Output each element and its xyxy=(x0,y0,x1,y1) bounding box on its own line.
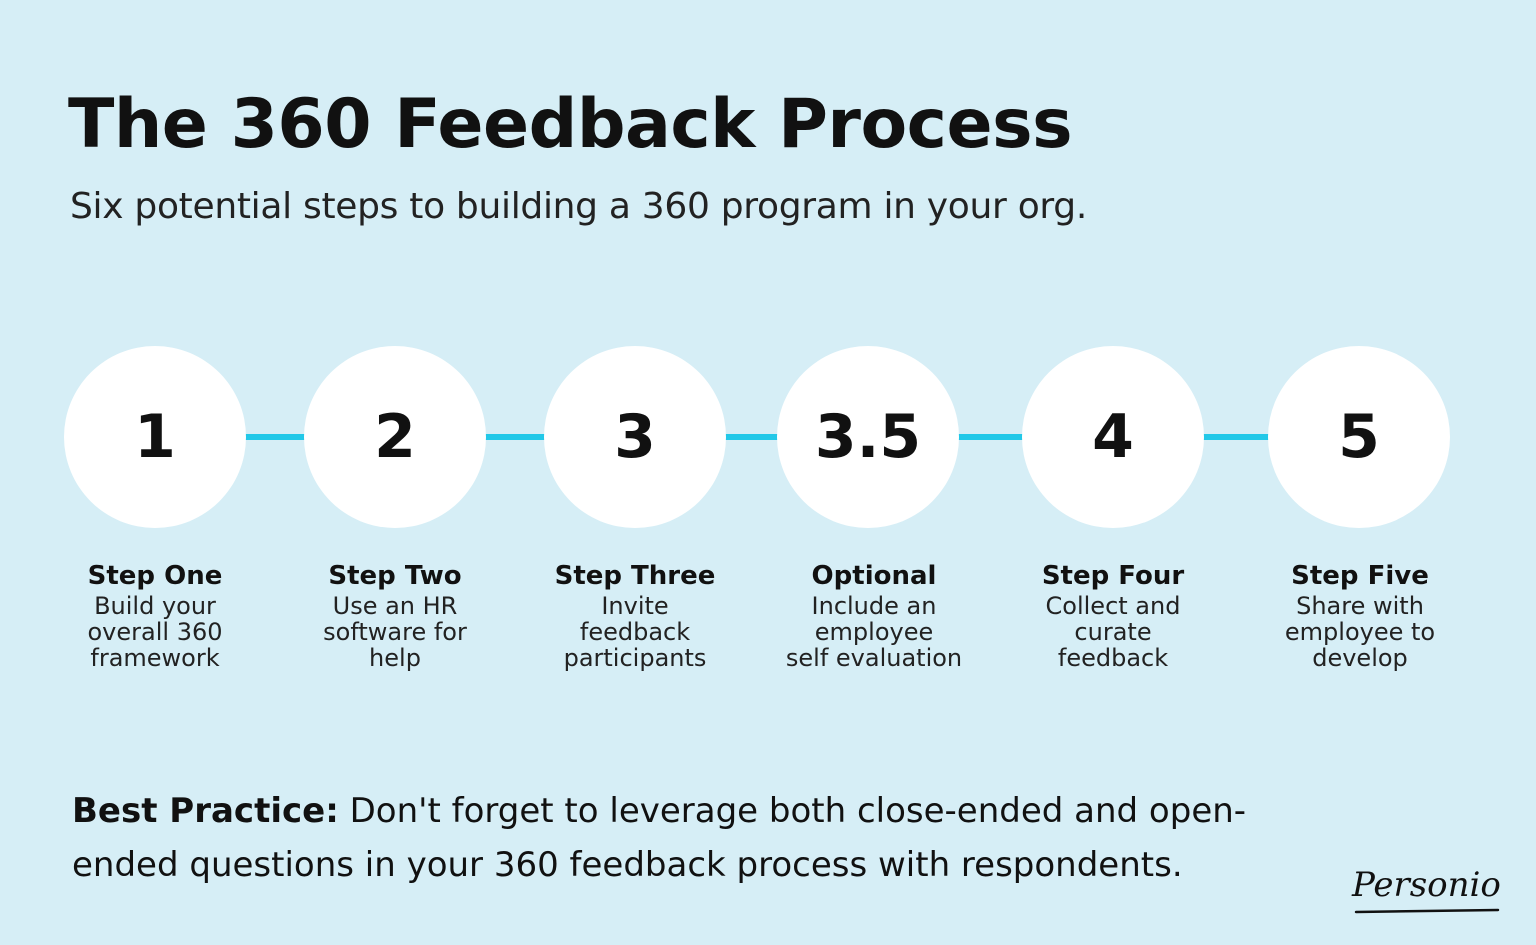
best-practice-note: Best Practice: Don't forget to leverage … xyxy=(72,784,1352,892)
step-title: Step Three xyxy=(554,561,716,591)
connector-line xyxy=(1203,434,1271,440)
step-description: Include an employee self evaluation xyxy=(785,591,963,672)
step-number: 3 xyxy=(614,402,656,472)
step-label-5: Step Five Share with employee to develop xyxy=(1240,560,1480,671)
step-circle-2: 2 xyxy=(304,346,486,528)
step-title: Step Four xyxy=(1041,561,1185,591)
best-practice-text: Don't forget to leverage both close-ende… xyxy=(72,791,1247,885)
personio-logo: Personio xyxy=(1351,865,1501,914)
step-circle-optional: 3.5 xyxy=(777,346,959,528)
step-label-2: Step Two Use an HR software for help xyxy=(275,560,515,671)
step-label-optional: Optional Include an employee self evalua… xyxy=(754,560,994,671)
step-label-1: Step One Build your overall 360 framewor… xyxy=(35,560,275,671)
connector-line xyxy=(725,434,779,440)
step-number: 4 xyxy=(1092,402,1134,472)
step-label-4: Step Four Collect and curate feedback xyxy=(993,560,1233,671)
step-circle-1: 1 xyxy=(64,346,246,528)
step-description: Invite feedback participants xyxy=(563,591,707,672)
step-description: Build your overall 360 framework xyxy=(87,591,223,672)
connector-line xyxy=(245,434,305,440)
step-label-3: Step Three Invite feedback participants xyxy=(515,560,755,671)
step-number: 2 xyxy=(374,402,416,472)
step-description: Use an HR software for help xyxy=(323,591,467,672)
step-description: Collect and curate feedback xyxy=(1045,591,1181,672)
step-circle-3: 3 xyxy=(544,346,726,528)
step-title: Step Five xyxy=(1291,561,1429,591)
step-number: 5 xyxy=(1338,402,1380,472)
connector-line xyxy=(957,434,1025,440)
best-practice-label: Best Practice: xyxy=(72,791,339,831)
step-circle-5: 5 xyxy=(1268,346,1450,528)
connector-line xyxy=(485,434,545,440)
step-number: 1 xyxy=(134,402,176,472)
step-title: Optional xyxy=(811,561,937,591)
page-subtitle: Six potential steps to building a 360 pr… xyxy=(70,186,1087,227)
page-title: The 360 Feedback Process xyxy=(68,85,1073,164)
step-description: Share with employee to develop xyxy=(1284,591,1436,672)
step-number: 3.5 xyxy=(814,402,922,472)
step-title: Step Two xyxy=(328,561,462,591)
step-circle-4: 4 xyxy=(1022,346,1204,528)
step-title: Step One xyxy=(87,561,223,591)
logo-wordmark: Personio xyxy=(1351,865,1501,905)
